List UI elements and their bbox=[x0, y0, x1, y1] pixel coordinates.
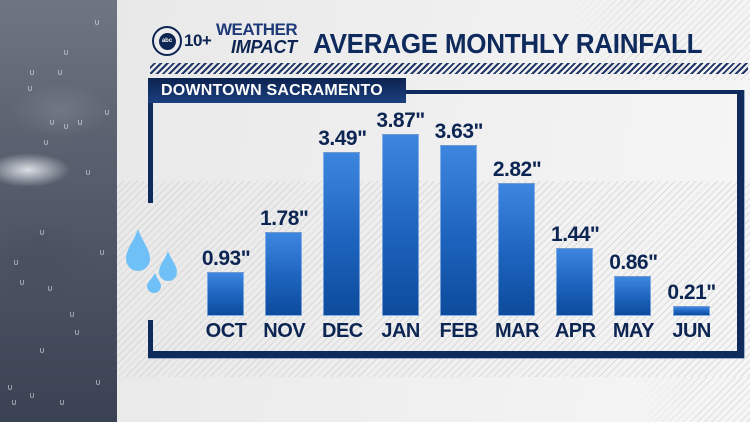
raindrop-icon bbox=[126, 229, 177, 293]
month-label: JAN bbox=[381, 320, 420, 342]
bar-column-jun: 0.21" bbox=[663, 281, 721, 316]
weather-impact-wordmark: WEATHER IMPACT bbox=[216, 21, 326, 56]
month-label: DEC bbox=[322, 320, 363, 342]
chart-title: AVERAGE MONTHLY RAINFALL bbox=[313, 28, 703, 59]
month-label: APR bbox=[554, 320, 596, 342]
abc-badge: abc bbox=[158, 32, 176, 50]
value-label: 3.49" bbox=[318, 127, 367, 150]
bar-oct bbox=[207, 272, 244, 316]
bar-column-may: 0.86" bbox=[604, 251, 662, 316]
month-label: FEB bbox=[439, 320, 479, 342]
month-label: OCT bbox=[205, 320, 247, 342]
location-tab: DOWNTOWN SACRAMENTO bbox=[148, 78, 406, 103]
frame-border-bottom bbox=[148, 351, 744, 358]
title-hatch-underline bbox=[150, 63, 748, 74]
frame-border-left-upper bbox=[148, 90, 153, 203]
bar-column-jan: 3.87" bbox=[372, 109, 430, 316]
abc10-logo-circle: abc bbox=[152, 26, 182, 56]
frame-border-left-lower bbox=[148, 320, 153, 358]
bar-column-oct: 0.93" bbox=[197, 247, 255, 316]
bar-jan bbox=[381, 134, 419, 316]
bar-column-dec: 3.49" bbox=[313, 127, 371, 316]
value-label: 2.82" bbox=[492, 158, 542, 181]
month-label: NOV bbox=[263, 320, 306, 342]
bar-column-feb: 3.63" bbox=[430, 120, 488, 316]
frame-border-top bbox=[148, 90, 744, 94]
value-label: 0.86" bbox=[609, 251, 658, 274]
window-raindrops-texture bbox=[0, 0, 117, 422]
decorative-stripes-bottom-right bbox=[630, 377, 750, 422]
bar-dec bbox=[323, 152, 361, 316]
bar-column-nov: 1.78" bbox=[255, 207, 313, 316]
value-label: 3.87" bbox=[376, 109, 425, 132]
value-label: 0.21" bbox=[667, 281, 716, 304]
channel-number: 10+ bbox=[184, 31, 212, 50]
wordmark-impact: IMPACT bbox=[231, 37, 297, 57]
bar-jun bbox=[672, 306, 710, 316]
value-label: 1.78" bbox=[260, 207, 309, 230]
wordmark-weather: WEATHER bbox=[216, 20, 298, 39]
value-label: 1.44" bbox=[551, 223, 600, 246]
bar-column-mar: 2.82" bbox=[488, 158, 546, 316]
bar-nov bbox=[265, 232, 303, 316]
location-label: DOWNTOWN SACRAMENTO bbox=[161, 81, 383, 99]
month-label: MAR bbox=[494, 320, 540, 342]
bar-column-apr: 1.44" bbox=[546, 223, 604, 316]
value-label: 0.93" bbox=[201, 247, 251, 270]
frame-border-right bbox=[737, 90, 744, 358]
bar-may bbox=[614, 276, 652, 316]
value-label: 3.63" bbox=[434, 120, 484, 143]
bar-feb bbox=[439, 145, 477, 316]
bar-apr bbox=[556, 248, 594, 316]
bar-mar bbox=[498, 183, 535, 316]
month-label: MAY bbox=[612, 320, 655, 342]
storm-cloud-photo bbox=[0, 0, 117, 422]
month-label: JUN bbox=[672, 320, 711, 342]
station-logo: abc 10+ WEATHER IMPACT bbox=[152, 21, 298, 60]
